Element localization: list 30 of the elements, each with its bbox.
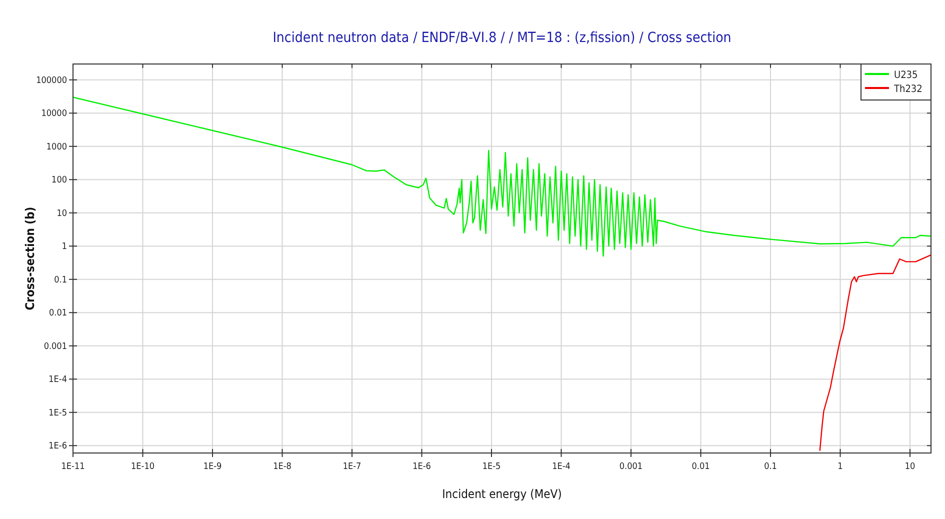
y-tick-label: 100	[52, 176, 67, 186]
x-tick-label: 0.001	[619, 462, 643, 472]
legend-label: U235	[894, 70, 918, 81]
y-axis-title: Cross-section (b)	[23, 206, 37, 310]
y-tick-label: 10	[56, 208, 67, 219]
y-tick-label: 0.1	[54, 275, 67, 286]
y-tick-label: 0.001	[44, 342, 67, 352]
chart-title: Incident neutron data / ENDF/B-VI.8 / / MT=18 : (z,fission) / Cross section	[272, 30, 732, 46]
x-tick-label: 1	[838, 462, 843, 472]
legend-label: Th232	[893, 84, 922, 95]
x-tick-label: 10	[904, 462, 916, 472]
y-tick-label: 100000	[36, 76, 67, 86]
x-tick-label: 1E-11	[61, 462, 85, 472]
y-tick-label: 1000	[46, 142, 67, 152]
y-tick-label: 1E-5	[48, 408, 67, 418]
y-tick-label: 1E-4	[48, 375, 67, 386]
x-tick-label: 1E-6	[412, 462, 431, 472]
x-tick-label: 0.01	[692, 462, 710, 472]
x-tick-label: 1E-4	[552, 462, 570, 472]
x-tick-label: 1E-7	[342, 462, 362, 472]
x-tick-label: 1E-10	[131, 462, 154, 472]
x-tick-label: 0.1	[764, 462, 777, 472]
y-tick-label: 1E-6	[48, 442, 67, 452]
y-tick-label: 1	[62, 242, 67, 252]
x-tick-label: 1E-9	[203, 462, 222, 472]
x-tick-label: 1E-5	[482, 462, 501, 472]
x-tick-label: 1E-8	[273, 462, 292, 472]
x-axis-title: Incident energy (MeV)	[442, 487, 562, 501]
y-tick-label: 0.01	[48, 308, 67, 319]
y-tick-label: 10000	[41, 109, 67, 120]
